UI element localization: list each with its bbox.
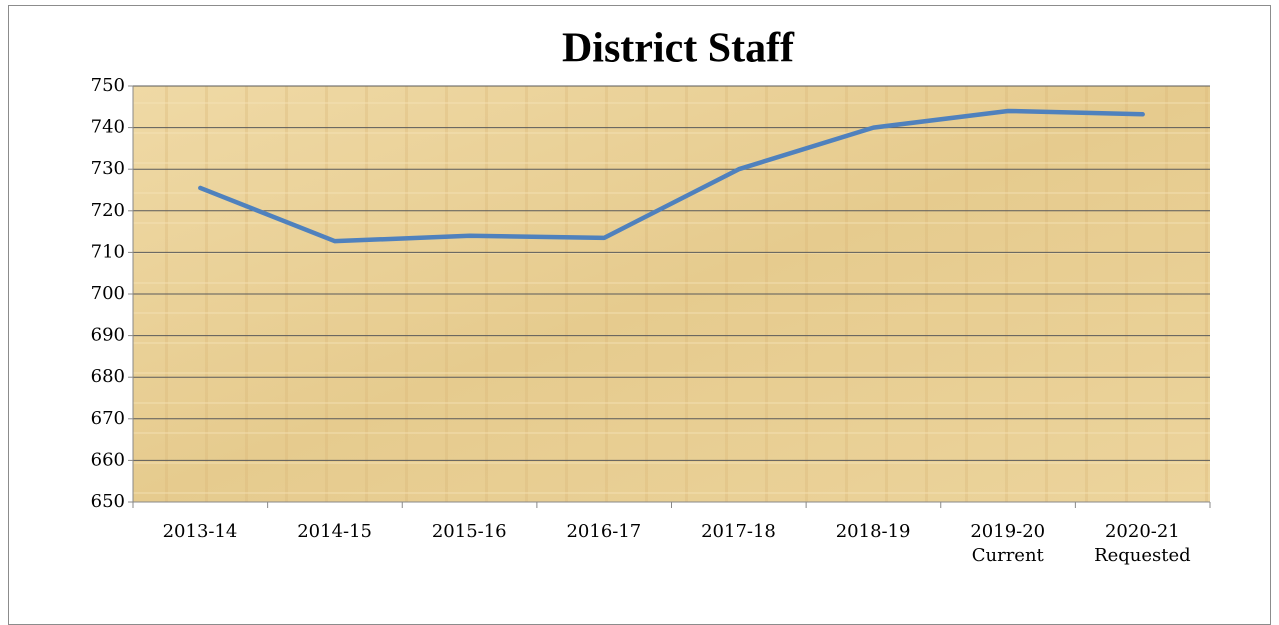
y-tick-label: 740 bbox=[91, 117, 125, 138]
y-tick-label: 750 bbox=[91, 75, 125, 96]
x-tick-label: 2017-18 bbox=[701, 521, 776, 542]
chart-title: District Staff bbox=[562, 26, 795, 72]
y-tick-label: 660 bbox=[91, 449, 125, 470]
y-tick-label: 710 bbox=[91, 241, 125, 262]
x-tick-label: 2014-15 bbox=[297, 521, 373, 542]
y-tick-label: 680 bbox=[91, 366, 125, 387]
y-tick-label: 700 bbox=[91, 283, 125, 304]
y-tick-label: 670 bbox=[91, 408, 125, 429]
y-tick-label: 730 bbox=[91, 158, 125, 179]
x-tick-label: 2013-14 bbox=[162, 521, 238, 542]
x-tick-label: 2018-19 bbox=[835, 521, 911, 542]
x-tick-label: 2015-16 bbox=[431, 521, 507, 542]
series-line bbox=[198, 108, 1145, 244]
y-tick-label: 690 bbox=[91, 325, 125, 346]
x-tick-label: 2020-21 Requested bbox=[1094, 521, 1191, 566]
x-tick-label: 2016-17 bbox=[566, 521, 642, 542]
x-tick-label: 2019-20 Current bbox=[970, 521, 1046, 566]
y-tick-label: 650 bbox=[91, 491, 125, 512]
y-tick-label: 720 bbox=[91, 200, 125, 221]
